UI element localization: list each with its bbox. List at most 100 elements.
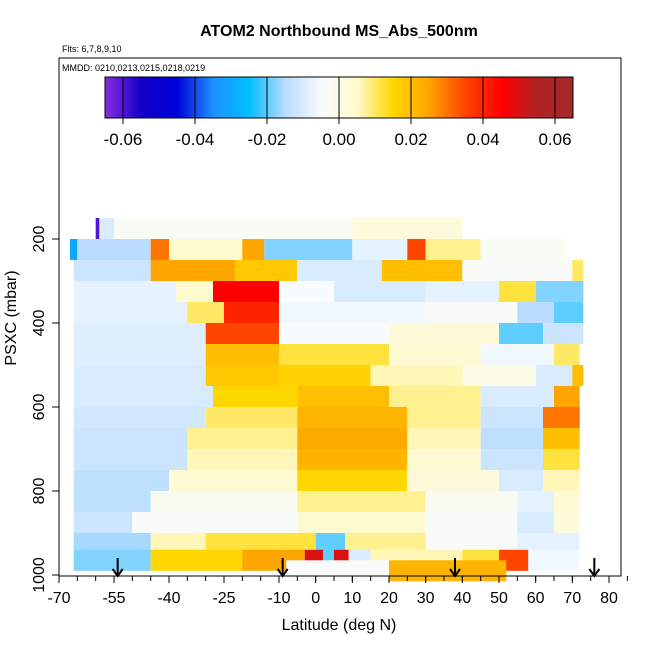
heat-cell [73,449,188,470]
heat-cell [352,239,408,260]
x-tick-label: 10 [343,590,361,607]
heat-cell [73,407,206,428]
heat-cell [572,260,584,281]
colorbar: -0.06 -0.04 -0.02 0.00 0.02 0.04 0.06 [104,76,574,149]
heat-cell [73,512,133,533]
heat-cell [554,386,580,407]
y-axis-label: PSXC (mbar) [3,270,20,365]
heat-cell [150,533,206,554]
heat-cell [462,365,536,386]
heat-cell [389,323,499,344]
x-tick-label: 30 [417,590,435,607]
heat-cell [535,281,584,302]
heat-cell [279,365,371,386]
heat-cell [407,470,499,491]
heat-cell [205,344,279,365]
heat-cell [543,449,580,470]
heat-cell [389,386,481,407]
heat-cell [425,512,518,533]
x-tick-label: 60 [527,590,545,607]
colorbar-tick-label: -0.02 [248,130,287,149]
heat-cell [213,281,279,302]
heat-cell [389,560,507,582]
heat-cell [73,386,213,407]
colorbar-tick-label: -0.04 [176,130,215,149]
heat-cell [150,491,298,512]
y-tick-label: 600 [31,394,48,421]
colorbar-tick-label: -0.06 [104,130,143,149]
heat-cell [425,302,518,323]
heat-cell [554,491,580,512]
heat-cell [297,449,408,470]
x-tick-label: -40 [157,590,180,607]
heat-cell [407,239,426,260]
x-axis-label: Latitude (deg N) [282,617,397,634]
heat-cell [187,428,298,449]
heat-cell [517,533,580,554]
heat-cell [480,449,543,470]
heat-cell [499,281,536,302]
heat-cell [187,302,224,323]
heat-cell [543,323,584,344]
heat-cell [73,549,151,571]
heat-cell [297,491,426,512]
flights-label: Flts: 6,7,8,9,10 [62,44,122,54]
heat-cell [73,533,151,554]
x-tick-label: 70 [563,590,581,607]
heat-cell [425,239,481,260]
x-tick-label: -10 [267,590,290,607]
y-tick-label: 800 [31,478,48,505]
heat-cell [279,281,334,302]
heat-cell [297,470,408,491]
heat-cell [425,281,499,302]
heat-cell [286,560,389,582]
heat-cell [169,239,243,260]
heat-cell [543,407,580,428]
heat-cell [169,470,298,491]
heat-cell [73,323,206,344]
heat-cell [95,218,100,239]
heat-cell [297,386,389,407]
plot-frame [58,57,622,577]
heat-cell [73,344,206,365]
heat-cell [73,302,188,323]
x-tick-label: -70 [47,590,70,607]
heat-cell [73,428,188,449]
heat-cell [535,365,573,386]
heat-cell [73,260,151,281]
heat-cell [425,491,518,512]
x-tick-label: 80 [600,590,618,607]
flight-markers [111,558,601,578]
heat-cell [297,512,426,533]
chart-title: ATOM2 Northbound MS_Abs_500nm [200,23,478,40]
heat-cell [462,260,573,281]
colorbar-tick-label: 0.02 [394,130,427,149]
heat-cell [224,302,279,323]
heat-cell [480,344,554,365]
heat-cell [73,491,151,512]
heat-cell [150,260,235,281]
x-tick-label: -55 [102,590,125,607]
heat-cell [279,323,389,344]
heat-cell [425,533,518,554]
heat-cell [480,239,565,260]
heat-cell [77,239,151,260]
heat-cell [554,302,584,323]
dates-label: MMDD: 0210,0213,0215,0218,0219 [62,63,205,73]
heat-cell [517,512,554,533]
x-tick-label: 20 [380,590,398,607]
y-tick-label: 1000 [31,557,48,593]
axes: -70 -55 -40 -25 -10 0 10 20 30 40 50 60 70 80 200 400 60… [31,226,628,607]
heat-cell [235,260,298,281]
heat-cell [150,239,169,260]
colorbar-tick-label: 0.06 [538,130,571,149]
heat-cell [499,323,543,344]
heat-cell [499,549,529,571]
heat-cell [389,344,481,365]
heat-cell [150,549,243,571]
heat-cell [517,491,554,512]
heat-cell [176,281,213,302]
heat-cell [480,386,554,407]
heat-cell [205,407,298,428]
